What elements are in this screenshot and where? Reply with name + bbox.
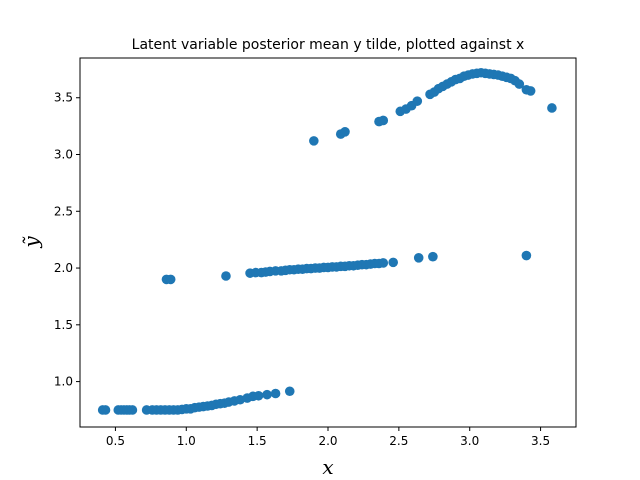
- data-point: [525, 86, 536, 96]
- data-point: [221, 271, 231, 281]
- data-point: [127, 405, 138, 415]
- data-point: [309, 136, 319, 146]
- chart-title: Latent variable posterior mean y tilde, …: [132, 37, 525, 53]
- data-point: [165, 274, 176, 285]
- data-point: [100, 405, 111, 415]
- data-point: [428, 251, 438, 262]
- data-point: [547, 103, 557, 113]
- x-tick-label: 3.0: [460, 434, 479, 448]
- data-point: [253, 390, 264, 401]
- data-point: [262, 389, 272, 400]
- y-tick-label: 1.5: [54, 318, 73, 332]
- data-point: [388, 257, 398, 268]
- data-points: [97, 67, 557, 415]
- x-tick-label: 0.5: [106, 434, 125, 448]
- x-tick-label: 1.0: [177, 434, 196, 448]
- y-axis-label: ỹ: [19, 236, 43, 249]
- x-tick-label: 1.5: [248, 434, 267, 448]
- y-axis-ticks: 1.0 1.5 2.0 2.5 3.0 3.5: [54, 91, 80, 389]
- data-point: [514, 79, 525, 89]
- data-point: [378, 258, 389, 268]
- data-point: [340, 127, 350, 137]
- y-tick-label: 2.5: [54, 204, 73, 218]
- x-axis-ticks: 0.5 1.0 1.5 2.0 2.5 3.0 3.5: [106, 427, 550, 448]
- data-point: [284, 386, 295, 397]
- y-tick-label: 2.0: [54, 261, 73, 275]
- y-tick-label: 1.0: [54, 375, 73, 389]
- x-tick-label: 3.5: [531, 434, 550, 448]
- data-point: [412, 96, 423, 106]
- data-point: [378, 115, 389, 126]
- data-point: [270, 388, 281, 399]
- y-tick-label: 3.5: [54, 91, 73, 105]
- data-point: [521, 250, 532, 261]
- y-tick-label: 3.0: [54, 148, 73, 162]
- x-tick-label: 2.0: [318, 434, 337, 448]
- x-tick-label: 2.5: [389, 434, 408, 448]
- data-point: [413, 253, 424, 263]
- x-axis-label: x: [322, 455, 333, 479]
